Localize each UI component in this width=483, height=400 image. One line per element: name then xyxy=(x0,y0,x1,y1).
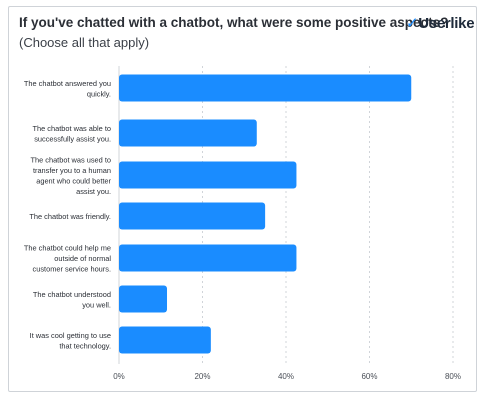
x-tick-label: 80% xyxy=(445,372,461,381)
category-label: The chatbot was used to xyxy=(30,155,111,164)
category-label: The chatbot was friendly. xyxy=(29,212,111,221)
category-label: The chatbot was able to xyxy=(33,124,111,133)
bar xyxy=(119,119,257,147)
x-tick-label: 20% xyxy=(194,372,210,381)
category-label: The chatbot understood xyxy=(33,290,111,299)
x-tick-label: 60% xyxy=(361,372,377,381)
category-label: It was cool getting to use xyxy=(30,331,111,340)
category-label: The chatbot answered you xyxy=(24,79,111,88)
category-label: agent who could better xyxy=(36,176,111,185)
category-label: successfully assist you. xyxy=(34,134,111,143)
category-label: The chatbot could help me xyxy=(24,244,111,253)
category-label: customer service hours. xyxy=(33,265,111,274)
category-label: quickly. xyxy=(87,89,111,98)
bar xyxy=(119,285,168,313)
x-tick-label: 0% xyxy=(113,372,125,381)
bar xyxy=(119,161,297,189)
category-label: transfer you to a human xyxy=(33,166,111,175)
logo-mark-icon: ✓ xyxy=(406,15,419,32)
chart-card xyxy=(8,6,477,392)
category-label: you well. xyxy=(82,300,111,309)
bar xyxy=(119,326,211,354)
bar xyxy=(119,74,412,102)
category-label: assist you. xyxy=(76,187,111,196)
category-label: that technology. xyxy=(59,341,111,350)
userlike-logo: ✓Userlike xyxy=(406,14,475,32)
x-tick-label: 40% xyxy=(278,372,294,381)
chart-subtitle: (Choose all that apply) xyxy=(19,35,150,50)
logo-text: Userlike xyxy=(418,15,475,32)
chart-title: If you've chatted with a chatbot, what w… xyxy=(19,15,449,30)
bar xyxy=(119,202,266,230)
bar xyxy=(119,244,297,272)
category-label: outside of normal xyxy=(54,254,111,263)
